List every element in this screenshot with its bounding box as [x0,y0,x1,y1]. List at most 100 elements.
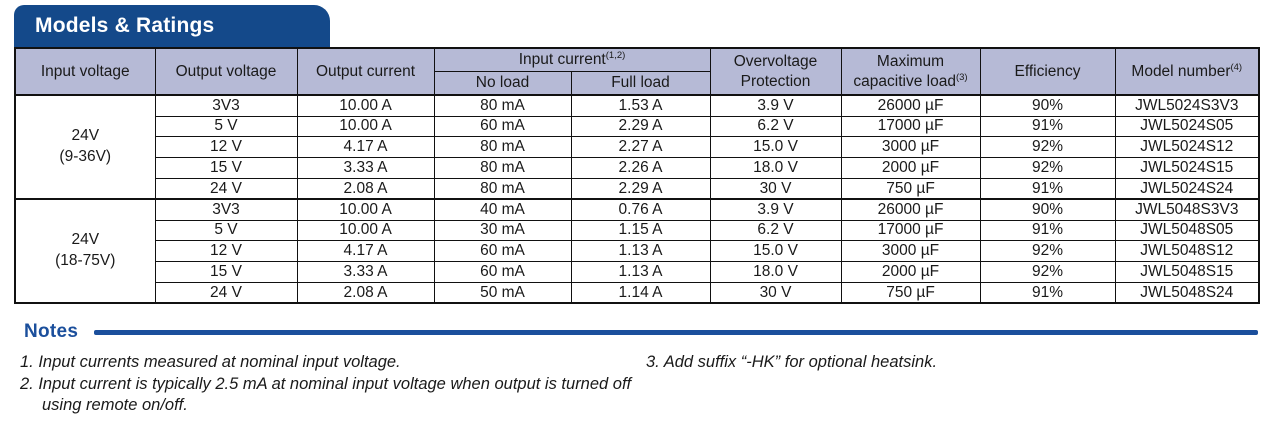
input-current-label: Input current [518,51,606,68]
cell-overvoltage: 6.2 V [709,115,842,138]
cell-overvoltage: 15.0 V [709,240,842,263]
group-24v-18-75v: 24V (18-75V) 3V3 10.00 A 40 mA 0.76 A 3.9… [14,198,1260,304]
cell-max-cap-load: 750 µF [840,177,981,200]
notes-header: Notes [14,321,1258,343]
cell-full-load: 1.14 A [570,281,711,304]
table-row: 12 V 4.17 A 60 mA 1.13 A 15.0 V 3000 µF … [15,240,1260,263]
cell-overvoltage: 3.9 V [709,94,842,117]
cell-efficiency: 92% [979,240,1116,263]
cell-output-voltage: 15 V [154,261,298,283]
notes-section: Notes 1. Input currents measured at nomi… [14,321,1258,417]
column-header-max-capacitive-load: Maximum capacitive load(3) [840,47,981,96]
cell-output-voltage: 24 V [154,281,298,304]
models-ratings-table: Input voltage Output voltage Output curr… [14,47,1261,305]
column-header-input-voltage: Input voltage [14,47,156,96]
table-row: 24V (18-75V) 3V3 10.00 A 40 mA 0.76 A 3.9… [14,198,1260,304]
column-header-full-load: Full load [570,71,711,96]
cell-no-load: 30 mA [433,219,572,242]
column-header-overvoltage-protection: Overvoltage Protection [709,47,842,96]
table-row: 24 V 2.08 A 80 mA 2.29 A 30 V 750 µF 91%… [15,177,1260,200]
overvoltage-line2: Protection [740,72,811,90]
max-cap-line1: Maximum [876,52,945,70]
cell-model-number: JWL5048S15 [1114,261,1260,283]
overvoltage-line1: Overvoltage [733,52,818,70]
cell-full-load: 2.26 A [570,157,711,179]
column-header-model-number: Model number(4) [1114,47,1260,96]
cell-output-voltage: 12 V [154,136,298,159]
cell-efficiency: 90% [979,94,1116,117]
cell-max-cap-load: 26000 µF [840,198,981,221]
cell-overvoltage: 18.0 V [709,157,842,179]
cell-no-load: 40 mA [433,198,572,221]
cell-output-current: 10.00 A [296,219,435,242]
cell-no-load: 50 mA [433,281,572,304]
cell-overvoltage: 30 V [709,177,842,200]
note-2: 2. Input current is typically 2.5 mA at … [20,374,632,415]
cell-model-number: JWL5024S05 [1114,115,1260,138]
cell-max-cap-load: 750 µF [840,281,981,304]
cell-model-number: JWL5024S12 [1114,136,1260,159]
group-24v-9-36v: 24V (9-36V) 3V3 10.00 A 80 mA 1.53 A 3.9 … [14,94,1260,200]
input-current-footnote-ref: (1,2) [605,49,626,61]
table-row: 15 V 3.33 A 60 mA 1.13 A 18.0 V 2000 µF … [15,261,1260,283]
cell-efficiency: 91% [979,115,1116,138]
input-voltage-cell: 24V (9-36V) [14,94,156,200]
notes-title: Notes [24,321,79,343]
max-cap-line2: capacitive load [853,72,956,90]
cell-no-load: 60 mA [433,115,572,138]
cell-max-cap-load: 3000 µF [840,240,981,263]
cell-output-current: 2.08 A [296,281,435,304]
cell-no-load: 80 mA [433,157,572,179]
note-3: 3. Add suffix “-HK” for optional heatsin… [646,353,938,372]
input-voltage-cell: 24V (18-75V) [14,198,156,304]
cell-full-load: 0.76 A [570,198,711,221]
cell-model-number: JWL5048S12 [1114,240,1260,263]
cell-full-load: 2.27 A [570,136,711,159]
cell-output-voltage: 12 V [154,240,298,263]
max-cap-footnote-ref: (3) [955,71,968,83]
column-header-output-voltage: Output voltage [154,47,298,96]
table-row: 24V (9-36V) 3V3 10.00 A 80 mA 1.53 A 3.9 … [14,94,1260,200]
cell-output-current: 4.17 A [296,136,435,159]
cell-efficiency: 90% [979,198,1116,221]
cell-model-number: JWL5048S3V3 [1114,198,1260,221]
table-row: 15 V 3.33 A 80 mA 2.26 A 18.0 V 2000 µF … [15,157,1260,179]
column-header-no-load: No load [433,71,572,96]
cell-full-load: 1.15 A [570,219,711,242]
model-number-footnote-ref: (4) [1230,61,1243,73]
cell-output-voltage: 15 V [154,157,298,179]
cell-efficiency: 92% [979,157,1116,179]
cell-output-current: 3.33 A [296,157,435,179]
section-tab-title: Models & Ratings [35,14,215,37]
input-voltage-range: (18-75V) [55,252,116,270]
cell-output-voltage: 5 V [154,219,298,242]
note-1: 1. Input currents measured at nominal in… [20,353,401,372]
table-row: 5 V 10.00 A 30 mA 1.15 A 6.2 V 17000 µF … [15,219,1260,242]
cell-full-load: 1.13 A [570,240,711,263]
input-voltage-nominal: 24V [71,231,100,249]
cell-no-load: 80 mA [433,177,572,200]
notes-column-left: 1. Input currents measured at nominal in… [20,352,632,417]
cell-output-current: 3.33 A [296,261,435,283]
cell-overvoltage: 3.9 V [709,198,842,221]
cell-full-load: 1.53 A [570,94,711,117]
cell-efficiency: 91% [979,281,1116,304]
section-tab: Models & Ratings [14,5,330,47]
table-row: 24 V 2.08 A 50 mA 1.14 A 30 V 750 µF 91%… [15,281,1260,304]
cell-overvoltage: 15.0 V [709,136,842,159]
cell-overvoltage: 30 V [709,281,842,304]
cell-efficiency: 91% [979,177,1116,200]
cell-model-number: JWL5048S24 [1114,281,1260,304]
cell-model-number: JWL5024S24 [1114,177,1260,200]
input-voltage-range: (9-36V) [59,148,112,166]
column-header-efficiency: Efficiency [979,47,1116,96]
table-row: 12 V 4.17 A 80 mA 2.27 A 15.0 V 3000 µF … [15,136,1260,159]
cell-full-load: 2.29 A [570,115,711,138]
cell-overvoltage: 18.0 V [709,261,842,283]
cell-no-load: 60 mA [433,261,572,283]
cell-output-current: 2.08 A [296,177,435,200]
cell-max-cap-load: 26000 µF [840,94,981,117]
cell-output-current: 10.00 A [296,115,435,138]
cell-output-current: 4.17 A [296,240,435,263]
